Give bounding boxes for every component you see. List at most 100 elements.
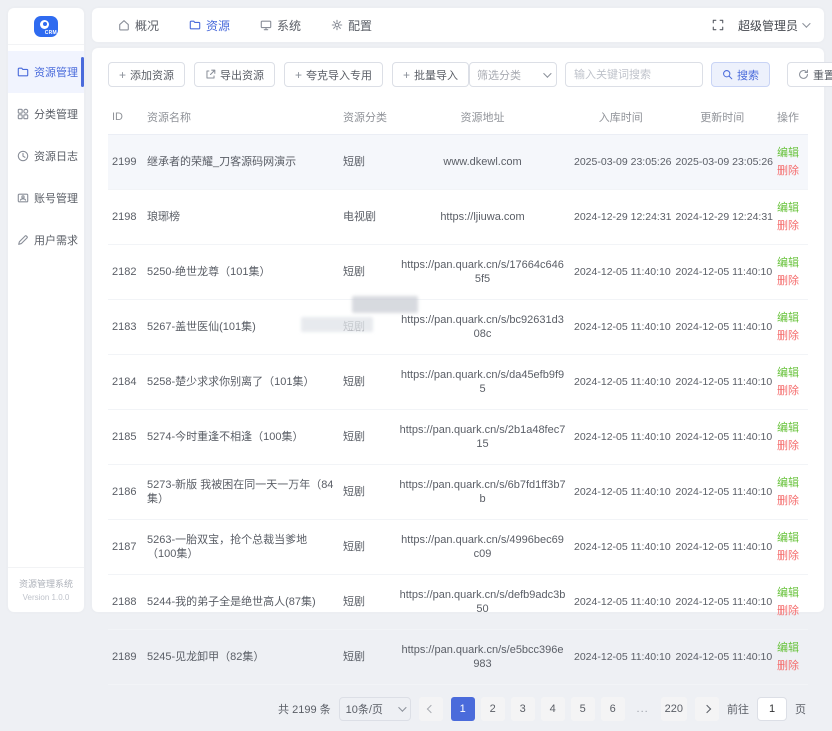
page-button[interactable]: 5 — [570, 697, 595, 721]
top-navbar: 概况 资源 系统 配置 超级管理员 — [92, 8, 824, 42]
nav-item-label: 资源 — [206, 18, 231, 33]
goto-label: 前往 — [727, 704, 749, 716]
page-button[interactable]: 1 — [450, 697, 475, 721]
batch-import-button[interactable]: + 批量导入 — [392, 62, 470, 87]
quark-import-button[interactable]: + 夸克导入专用 — [284, 62, 384, 87]
cell-category: 短剧 — [339, 244, 395, 300]
delete-link[interactable]: 删除 — [777, 440, 799, 452]
fullscreen-corners-icon[interactable] — [712, 19, 724, 31]
page-button[interactable]: 220 — [660, 697, 687, 721]
cell-operations: 编辑 删除 — [773, 299, 808, 355]
page-button[interactable]: 3 — [510, 697, 535, 721]
cell-name: 5258-楚少求求你别离了（101集） — [143, 354, 339, 410]
monitor-icon — [260, 20, 272, 31]
page-button[interactable]: ... — [636, 703, 649, 715]
sidebar-item-label: 资源日志 — [34, 151, 78, 163]
sidebar-item-resource-management[interactable]: 资源管理 — [8, 51, 84, 93]
search-button[interactable]: 搜索 — [711, 62, 771, 87]
nav-item-resources[interactable]: 资源 — [189, 17, 230, 34]
delete-link[interactable]: 删除 — [777, 660, 799, 672]
user-menu[interactable]: 超级管理员 — [738, 17, 811, 34]
category-filter-select[interactable]: 筛选分类 — [469, 62, 558, 87]
delete-link[interactable]: 删除 — [777, 165, 799, 177]
sidebar-item-account-management[interactable]: 账号管理 — [8, 177, 84, 219]
content-panel: + 添加资源 导出资源 + 夸克导入专用 + 批量导入 筛选分类 — [92, 48, 832, 721]
edit-link[interactable]: 编辑 — [777, 147, 799, 159]
cell-id: 2184 — [108, 354, 143, 410]
cell-updated: 2024-12-05 11:40:10 — [671, 519, 773, 575]
button-label: 批量导入 — [414, 69, 459, 82]
goto-page-input[interactable] — [757, 697, 787, 721]
cell-id: 2183 — [108, 299, 143, 355]
edit-link[interactable]: 编辑 — [777, 532, 799, 544]
cell-id: 2199 — [108, 134, 143, 190]
sidebar-item-category-management[interactable]: 分类管理 — [8, 93, 84, 135]
category-grid-icon — [17, 108, 29, 120]
page-unit-label: 页 — [795, 704, 806, 716]
table-row: 2187 5263-一胎双宝，抢个总裁当爹地（100集） 短剧 https://… — [108, 519, 808, 575]
edit-link[interactable]: 编辑 — [777, 202, 799, 214]
cell-created: 2024-12-05 11:40:10 — [570, 519, 672, 575]
table-row: 2199 继承者的荣耀_刀客源码网演示 短剧 www.dkewl.com 202… — [108, 134, 808, 190]
table-row: 2182 5250-绝世龙尊（101集） 短剧 https://pan.quar… — [108, 244, 808, 300]
cell-url: https://pan.quark.cn/s/17664c6465f5 — [395, 244, 570, 300]
nav-item-config[interactable]: 配置 — [331, 17, 372, 34]
sidebar-item-user-requests[interactable]: 用户需求 — [8, 219, 84, 261]
table-row: 2188 5244-我的弟子全是绝世高人(87集) 短剧 https://pan… — [108, 574, 808, 630]
page-button[interactable]: 4 — [540, 697, 565, 721]
delete-link[interactable]: 删除 — [777, 220, 799, 232]
nav-item-system[interactable]: 系统 — [260, 17, 301, 34]
edit-link[interactable]: 编辑 — [777, 367, 799, 379]
plus-icon: + — [119, 67, 127, 82]
pencil-icon — [18, 235, 28, 245]
cell-name: 5274-今时重逢不相逢（100集） — [143, 409, 339, 465]
system-version: Version 1.0.0 — [22, 593, 70, 602]
page-button[interactable]: 2 — [480, 697, 505, 721]
sidebar-item-label: 用户需求 — [34, 235, 78, 247]
delete-link[interactable]: 删除 — [777, 385, 799, 397]
export-resources-button[interactable]: 导出资源 — [194, 62, 276, 87]
sidebar-item-label: 分类管理 — [34, 109, 78, 121]
delete-link[interactable]: 删除 — [777, 550, 799, 562]
table-row: 2183 5267-盖世医仙(101集) 短剧 https://pan.quar… — [108, 299, 808, 355]
cell-category: 短剧 — [339, 409, 395, 465]
delete-link[interactable]: 删除 — [777, 330, 799, 342]
delete-link[interactable]: 删除 — [777, 275, 799, 287]
prev-page-button[interactable] — [418, 697, 443, 721]
edit-link[interactable]: 编辑 — [777, 312, 799, 324]
folder-icon — [189, 20, 201, 30]
cell-updated: 2024-12-29 12:24:31 — [671, 189, 773, 245]
search-group: 筛选分类 搜索 重置 — [469, 62, 832, 87]
cell-id: 2188 — [108, 574, 143, 630]
add-resource-button[interactable]: + 添加资源 — [108, 62, 186, 87]
nav-item-overview[interactable]: 概况 — [118, 17, 159, 34]
edit-link[interactable]: 编辑 — [777, 422, 799, 434]
page-size-select[interactable]: 10条/页 — [338, 697, 411, 721]
table-row: 2185 5274-今时重逢不相逢（100集） 短剧 https://pan.q… — [108, 409, 808, 465]
id-card-icon — [17, 193, 29, 203]
button-label: 导出资源 — [220, 69, 265, 82]
sidebar-item-resource-log[interactable]: 资源日志 — [8, 135, 84, 177]
cell-name: 5244-我的弟子全是绝世高人(87集) — [143, 574, 339, 630]
delete-link[interactable]: 删除 — [777, 495, 799, 507]
edit-link[interactable]: 编辑 — [777, 642, 799, 654]
next-page-button[interactable] — [695, 697, 719, 721]
edit-link[interactable]: 编辑 — [777, 587, 799, 599]
cell-created: 2024-12-05 11:40:10 — [570, 464, 672, 520]
page-button[interactable]: 6 — [600, 697, 625, 721]
cell-name: 5263-一胎双宝，抢个总裁当爹地（100集） — [143, 519, 339, 575]
reset-button[interactable]: 重置 — [787, 62, 832, 87]
export-arrow-icon — [206, 69, 216, 79]
cell-updated: 2025-03-09 23:05:26 — [671, 134, 773, 190]
plus-icon: + — [295, 67, 303, 82]
cell-updated: 2024-12-05 11:40:10 — [671, 299, 773, 355]
cell-created: 2024-12-05 11:40:10 — [570, 574, 672, 630]
redaction-overlay — [301, 317, 373, 332]
edit-link[interactable]: 编辑 — [777, 257, 799, 269]
table-row: 2184 5258-楚少求求你别离了（101集） 短剧 https://pan.… — [108, 354, 808, 410]
delete-link[interactable]: 删除 — [777, 605, 799, 617]
edit-link[interactable]: 编辑 — [777, 477, 799, 489]
nav-item-label: 概况 — [135, 18, 160, 33]
keyword-search-input[interactable] — [565, 62, 704, 87]
cell-updated: 2024-12-05 11:40:10 — [671, 629, 773, 685]
